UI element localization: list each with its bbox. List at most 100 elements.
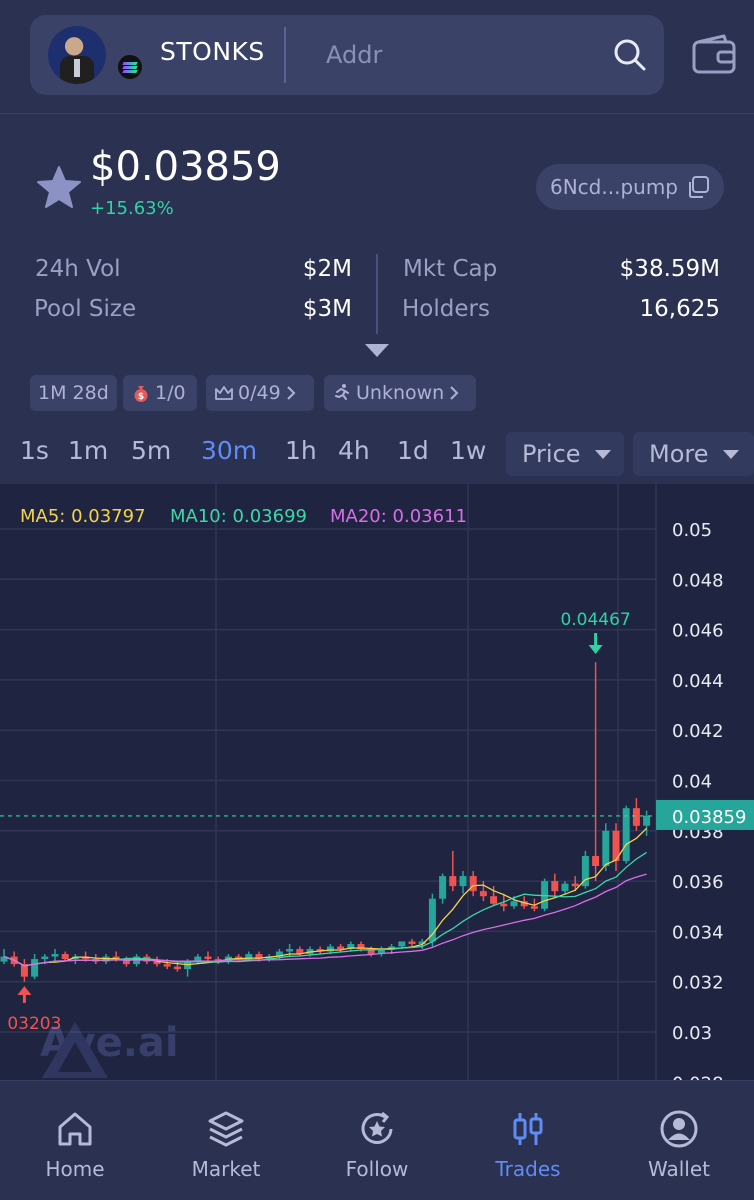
address-search-input[interactable]: [296, 31, 616, 79]
candle-body: [235, 956, 243, 960]
token-avatar[interactable]: [48, 26, 106, 84]
price-change: +15.63%: [90, 198, 174, 219]
mcap-label: Mkt Cap: [403, 256, 498, 282]
more-dropdown[interactable]: More: [633, 432, 754, 476]
holders-value: 16,625: [639, 296, 720, 322]
price-chart[interactable]: 0.05 0.048 0.046 0.044 0.042 0.04 0.038 0.036 0.…: [0, 484, 754, 1080]
timeframe-1s[interactable]: 1s: [20, 436, 49, 465]
pool-value: $3M: [302, 296, 352, 322]
high-marker-arrowhead: [588, 645, 603, 655]
candle-body: [20, 964, 28, 977]
candle-body: [541, 881, 549, 909]
caret-down-icon: [722, 449, 739, 459]
candle-body: [643, 815, 651, 826]
candle-body: [122, 959, 130, 965]
candle-body: [173, 966, 181, 970]
candle-body: [612, 830, 620, 861]
candle-body: [551, 881, 559, 892]
y-tick-label: 0.05: [672, 520, 712, 541]
candle-body: [316, 949, 324, 952]
candle-body: [194, 956, 202, 962]
ave-logo-icon: [42, 1022, 108, 1078]
token-ticker[interactable]: STONKS: [160, 37, 265, 66]
wallet-icon[interactable]: [690, 30, 738, 78]
nav-wallet[interactable]: Wallet: [604, 1109, 754, 1181]
candle-body: [622, 808, 630, 861]
contract-address-chip[interactable]: 6Ncd...pump: [536, 164, 724, 210]
candle-body: [153, 961, 161, 965]
timeframe-1w[interactable]: 1w: [450, 436, 487, 465]
bags-tag[interactable]: $ 1/0: [123, 375, 197, 411]
nav-trades[interactable]: Trades: [453, 1109, 603, 1181]
current-price-label: 0.03859: [672, 807, 746, 828]
crown-tag-text: 0/49: [238, 382, 281, 404]
candle-body: [602, 830, 610, 867]
candle-body: [500, 903, 508, 907]
vol-label: 24h Vol: [35, 256, 121, 282]
candle-body: [112, 956, 120, 960]
candle-body: [469, 876, 477, 892]
ma5-line: [3, 827, 648, 967]
top-bar: STONKS: [0, 0, 754, 114]
timeframe-5m[interactable]: 5m: [131, 436, 172, 465]
search-divider: [284, 27, 286, 83]
chevron-right-icon: [450, 386, 459, 400]
candle-body: [510, 901, 518, 907]
pool-label: Pool Size: [34, 296, 137, 322]
candle-body: [418, 941, 426, 944]
candle-body: [367, 949, 375, 955]
nav-home-label: Home: [45, 1157, 105, 1181]
risk-tag[interactable]: Unknown: [324, 375, 476, 411]
bags-tag-text: 1/0: [155, 382, 186, 404]
candle-body: [479, 891, 487, 897]
candle-body: [530, 906, 538, 909]
candle-body: [520, 901, 528, 907]
candle-body: [41, 956, 49, 960]
bottom-nav: Home Market Follow Trades Wal: [0, 1080, 754, 1200]
ma10-line: [3, 851, 647, 967]
candle-body: [296, 949, 304, 955]
candle-body: [449, 876, 457, 887]
ave-watermark: Ave.ai: [40, 1020, 179, 1078]
search-icon[interactable]: [612, 37, 648, 73]
y-tick-label: 0.04: [672, 772, 712, 793]
expand-down-icon[interactable]: [364, 342, 390, 358]
crown-icon: [215, 386, 233, 400]
nav-market[interactable]: Market: [151, 1109, 301, 1181]
contract-address: 6Ncd...pump: [550, 175, 678, 199]
candle-body: [275, 951, 283, 957]
current-price-tag: [656, 799, 754, 830]
money-bag-icon: $: [134, 386, 148, 402]
risk-tag-text: Unknown: [356, 382, 445, 404]
price-dropdown[interactable]: Price: [506, 432, 624, 476]
y-tick-label: 0.042: [672, 721, 724, 742]
timeframe-1d[interactable]: 1d: [397, 436, 429, 465]
candlestick-chart[interactable]: 0.050.0480.0460.0440.0420.040.0380.0360.…: [0, 484, 754, 1080]
timeframe-1h[interactable]: 1h: [285, 436, 317, 465]
candle-body: [388, 946, 396, 950]
nav-home[interactable]: Home: [0, 1109, 150, 1181]
chevron-right-icon: [286, 386, 296, 400]
copy-icon[interactable]: [686, 175, 710, 199]
candle-body: [632, 808, 640, 826]
nav-market-label: Market: [191, 1157, 261, 1181]
stats-divider: [376, 254, 378, 334]
caret-down-icon: [594, 449, 611, 459]
candle-body: [571, 883, 579, 887]
y-tick-label: 0.032: [672, 973, 724, 994]
candle-body: [592, 855, 600, 867]
timeframe-30m[interactable]: 30m: [201, 436, 258, 465]
age-tag: 1M 28d: [30, 375, 117, 411]
favorite-star-icon[interactable]: [36, 164, 82, 210]
low-marker-arrowhead: [17, 985, 32, 995]
timeframe-4h[interactable]: 4h: [338, 436, 370, 465]
timeframe-1m[interactable]: 1m: [68, 436, 109, 465]
candle-body: [459, 876, 467, 887]
nav-follow[interactable]: Follow: [302, 1109, 452, 1181]
nav-trades-label: Trades: [495, 1157, 561, 1181]
token-search-bar[interactable]: STONKS: [30, 15, 664, 95]
candle-body: [265, 956, 273, 960]
candle-body: [428, 898, 436, 942]
candle-body: [31, 959, 39, 977]
crown-tag[interactable]: 0/49: [206, 375, 314, 411]
